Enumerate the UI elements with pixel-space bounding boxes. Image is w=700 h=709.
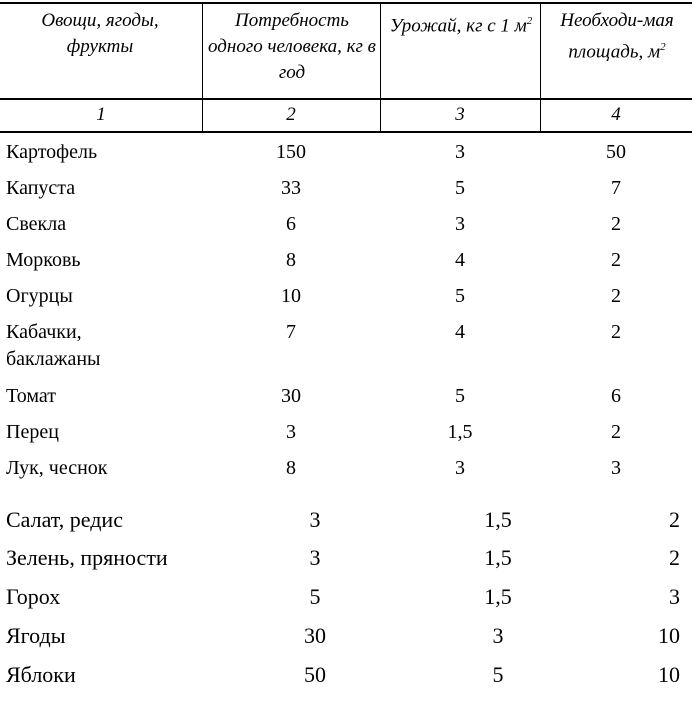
cell-need: 6 (286, 213, 296, 235)
cell-need: 3 (286, 421, 296, 443)
column-divider (202, 3, 203, 132)
cell-area: 2 (611, 213, 621, 235)
cell-yield: 5 (455, 385, 465, 407)
cell-produce: Томат (6, 385, 56, 407)
header-produce: Овощи, ягоды, фрукты (41, 10, 159, 57)
cell-area: 50 (606, 141, 626, 163)
cell-area: 2 (669, 507, 680, 532)
cell-yield: 1,5 (484, 507, 512, 532)
cell-need: 50 (304, 662, 326, 687)
cell-produce: Свекла (6, 213, 67, 235)
cell-area: 2 (611, 321, 621, 343)
number-row-divider (0, 131, 692, 133)
cell-need: 3 (309, 545, 321, 570)
cell-yield: 3 (455, 457, 465, 479)
column-number: 4 (611, 104, 621, 125)
header-area-sup: 2 (660, 41, 666, 53)
cell-produce: Яблоки (6, 662, 76, 687)
cell-yield: 5 (455, 177, 465, 199)
cell-need: 8 (286, 249, 296, 271)
cell-produce: Кабачки, баклажаны (6, 321, 101, 370)
cell-need: 7 (286, 321, 296, 343)
cell-area: 10 (658, 623, 680, 648)
cell-produce: Картофель (6, 141, 98, 163)
cell-need: 150 (276, 141, 306, 163)
cell-produce: Салат, редис (6, 507, 123, 532)
cell-produce: Лук, чеснок (6, 457, 108, 479)
column-number: 2 (286, 104, 296, 125)
header-yield-sup: 2 (526, 15, 533, 27)
cell-yield: 5 (492, 662, 504, 687)
header-divider (0, 98, 692, 100)
column-number: 1 (96, 104, 106, 125)
cell-need: 30 (304, 623, 326, 648)
cell-produce: Горох (6, 584, 61, 609)
cell-yield: 1,5 (447, 421, 473, 443)
cell-area: 3 (611, 457, 621, 479)
cell-need: 10 (281, 285, 301, 307)
cell-yield: 3 (455, 213, 465, 235)
header-area-text: Необходи-мая площадь, м (560, 10, 674, 63)
cell-area: 2 (611, 285, 621, 307)
cell-need: 3 (309, 507, 321, 532)
cell-area: 3 (669, 584, 680, 609)
cell-yield: 5 (455, 285, 465, 307)
cell-yield: 1,5 (484, 584, 512, 609)
header-yield: Урожай, кг с 1 м2 (384, 8, 538, 39)
cell-produce: Огурцы (6, 285, 73, 307)
cell-yield: 4 (455, 249, 465, 271)
cell-yield: 3 (455, 141, 465, 163)
header-yield-text: Урожай, кг с 1 м (389, 15, 527, 37)
cell-yield: 1,5 (484, 545, 512, 570)
cell-yield: 3 (492, 623, 504, 648)
cell-need: 8 (286, 457, 296, 479)
cell-produce: Перец (6, 421, 59, 443)
column-divider (380, 3, 381, 132)
cell-area: 10 (658, 662, 680, 687)
cell-area: 2 (611, 249, 621, 271)
cell-produce: Ягоды (6, 623, 66, 648)
cell-produce: Морковь (6, 249, 81, 271)
table-top-border (0, 2, 692, 4)
cell-area: 7 (611, 177, 621, 199)
cell-need: 33 (281, 177, 301, 199)
cell-yield: 4 (455, 321, 465, 343)
cell-area: 2 (611, 421, 621, 443)
header-area: Необходи-мая площадь, м2 (552, 8, 682, 65)
cell-need: 5 (309, 584, 321, 609)
cell-area: 6 (611, 385, 621, 407)
cell-need: 30 (281, 385, 301, 407)
header-need: Потребность одного человека, кг в год (208, 10, 376, 83)
cell-produce: Капуста (6, 177, 76, 199)
cell-area: 2 (669, 545, 680, 570)
column-divider (540, 3, 541, 132)
cell-produce: Зелень, пряности (6, 545, 168, 570)
column-number: 3 (455, 104, 465, 125)
